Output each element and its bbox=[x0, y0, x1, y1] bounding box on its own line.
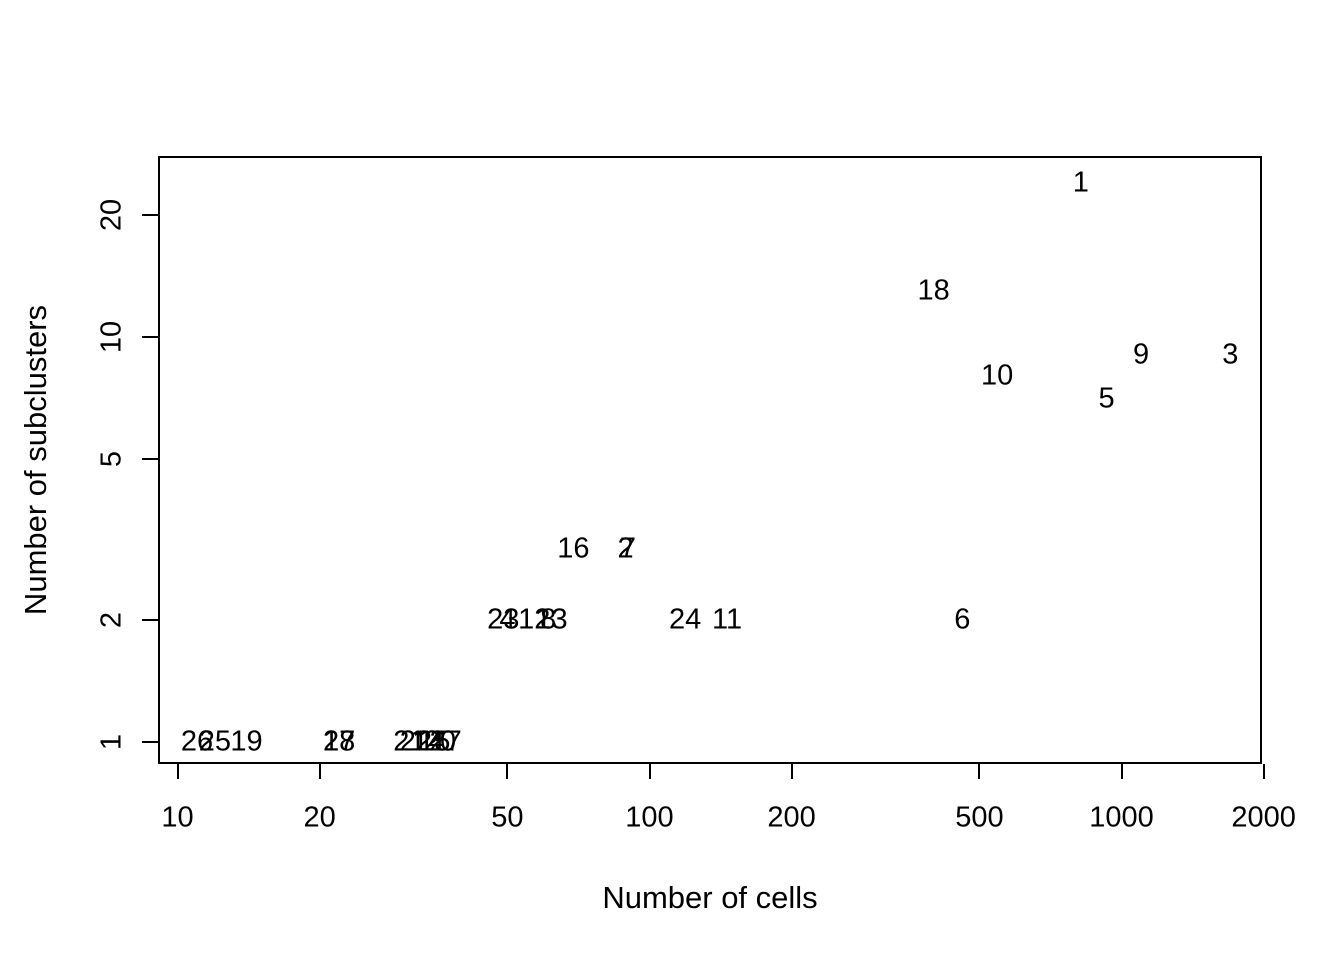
x-axis-tick-label: 10 bbox=[161, 801, 194, 834]
x-axis-tick-mark bbox=[978, 764, 981, 779]
data-point-label-cluster-6: 6 bbox=[954, 603, 971, 636]
data-point-label-cluster-24: 24 bbox=[669, 603, 702, 636]
plot-area-border bbox=[158, 156, 1262, 764]
data-point-label-cluster-21: 21 bbox=[393, 725, 426, 758]
y-axis-tick-mark bbox=[142, 457, 158, 460]
x-axis-tick-mark bbox=[1120, 764, 1123, 779]
x-axis-tick-mark bbox=[176, 764, 179, 779]
x-axis-tick-label: 2000 bbox=[1231, 801, 1296, 834]
y-axis-tick-label: 1 bbox=[95, 733, 128, 751]
x-axis-tick-mark bbox=[648, 764, 651, 779]
data-point-label-cluster-18: 18 bbox=[917, 274, 950, 307]
x-axis-tick-mark bbox=[506, 764, 509, 779]
data-point-label-cluster-3: 3 bbox=[1222, 338, 1239, 371]
data-point-label-cluster-20: 20 bbox=[423, 725, 457, 758]
data-point-label-cluster-25: 25 bbox=[198, 725, 231, 758]
x-axis-tick-label: 500 bbox=[955, 801, 1004, 834]
y-axis-tick-mark bbox=[142, 335, 158, 338]
x-axis-tick-mark bbox=[790, 764, 793, 779]
data-point-label-cluster-16: 16 bbox=[557, 532, 590, 565]
x-axis-tick-label: 50 bbox=[491, 801, 524, 834]
data-point-label-cluster-19: 19 bbox=[230, 725, 263, 758]
data-point-label-cluster-22: 22 bbox=[399, 725, 433, 758]
data-point-label-cluster-11: 11 bbox=[712, 603, 743, 636]
x-axis-tick-label: 100 bbox=[625, 801, 674, 834]
data-point-label-cluster-27: 27 bbox=[429, 725, 462, 758]
data-point-label-cluster-15: 15 bbox=[418, 725, 451, 758]
data-point-label-cluster-17: 17 bbox=[322, 725, 356, 758]
data-point-label-cluster-13: 13 bbox=[535, 603, 568, 636]
data-point-label-cluster-8: 8 bbox=[540, 603, 557, 636]
data-point-label-cluster-4: 4 bbox=[499, 603, 516, 636]
x-axis-tick-label: 20 bbox=[303, 801, 336, 834]
y-axis-tick-mark bbox=[142, 618, 158, 621]
y-axis-title: Number of subclusters bbox=[18, 304, 53, 616]
x-axis-tick-label: 1000 bbox=[1089, 801, 1154, 834]
data-point-label-cluster-10: 10 bbox=[980, 359, 1014, 392]
x-axis-tick-mark bbox=[318, 764, 321, 779]
y-axis-tick-label: 5 bbox=[95, 450, 128, 467]
x-axis-tick-label: 200 bbox=[767, 801, 816, 834]
data-point-label-cluster-9: 9 bbox=[1132, 338, 1150, 371]
y-axis-tick-label: 2 bbox=[95, 611, 128, 629]
y-axis-tick-label: 20 bbox=[95, 198, 128, 231]
y-axis-tick-mark bbox=[142, 213, 158, 216]
data-point-label-cluster-7: 7 bbox=[619, 532, 636, 565]
y-axis-tick-mark bbox=[142, 741, 158, 743]
data-point-label-cluster-26: 26 bbox=[180, 725, 214, 758]
data-point-label-cluster-28: 28 bbox=[322, 725, 356, 758]
data-point-label-cluster-14: 14 bbox=[412, 725, 445, 758]
x-axis-title: Number of cells bbox=[602, 880, 818, 915]
data-point-label-cluster-5: 5 bbox=[1098, 382, 1115, 415]
x-axis-tick-mark bbox=[1262, 764, 1265, 779]
data-point-label-cluster-2: 2 bbox=[617, 532, 634, 565]
y-axis-tick-label: 10 bbox=[95, 320, 128, 353]
data-point-label-cluster-12: 12 bbox=[518, 603, 551, 636]
data-point-label-cluster-23: 23 bbox=[487, 603, 520, 636]
data-point-label-cluster-1: 1 bbox=[1072, 166, 1089, 199]
